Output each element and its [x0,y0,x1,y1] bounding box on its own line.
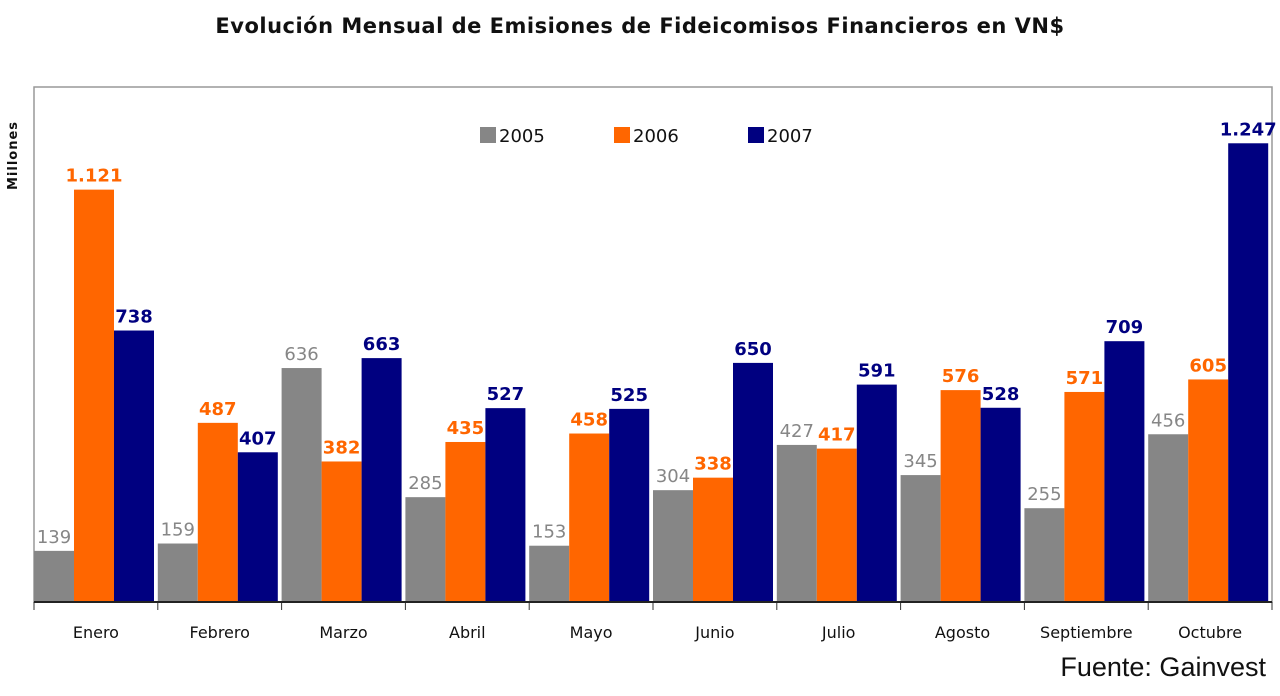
data-label: 487 [199,399,237,420]
bar-2005-julio [776,444,817,602]
data-label: 456 [1151,410,1185,431]
bar-2006-enero [74,189,114,602]
x-tick-label: Julio [821,623,856,642]
data-label: 458 [570,410,608,431]
chart-title: Evolución Mensual de Emisiones de Fideic… [215,14,1065,38]
bar-2006-octubre [1188,379,1229,602]
bar-2007-mayo [609,408,650,602]
data-label: 139 [37,527,71,548]
data-label: 571 [1066,368,1104,389]
bar-2007-junio [733,362,773,602]
data-label: 709 [1106,317,1144,338]
bar-2005-febrero [157,543,198,602]
bar-2006-julio [816,448,857,602]
bar-2007-marzo [361,358,402,602]
data-label: 153 [532,522,566,543]
bar-2005-septiembre [1024,508,1065,602]
bar-2006-septiembre [1064,391,1105,602]
data-label: 345 [903,451,937,472]
bar-2007-agosto [980,407,1021,602]
data-label: 738 [115,307,153,328]
x-tick-label: Junio [694,623,734,642]
bar-2005-enero [34,550,74,602]
bar-2007-enero [114,330,154,602]
legend-label-2007: 2007 [767,126,813,147]
bar-2007-julio [856,384,897,602]
data-label: 407 [239,428,277,449]
data-label: 285 [408,473,442,494]
data-label: 338 [694,454,732,475]
x-tick-label: Marzo [319,623,367,642]
data-label: 663 [363,334,401,355]
data-label: 255 [1027,484,1061,505]
bar-2006-marzo [321,461,362,602]
data-label: 159 [161,520,195,541]
data-label: 650 [734,339,772,360]
bar-2005-marzo [281,368,322,602]
bar-2007-febrero [237,452,278,602]
bar-2007-septiembre [1104,341,1145,602]
data-label: 417 [818,425,856,446]
x-tick-label: Septiembre [1040,623,1133,642]
data-label: 527 [487,384,525,405]
source-note: Fuente: Gainvest [1060,652,1266,682]
data-label: 304 [656,466,690,487]
bar-2007-abril [485,408,526,602]
data-label: 525 [610,385,648,406]
bar-2005-agosto [900,475,941,602]
data-label: 427 [780,421,814,442]
legend-swatch-2007 [748,127,764,143]
x-tick-label: Octubre [1178,623,1242,642]
bar-2006-febrero [197,422,238,602]
data-label: 1.247 [1220,119,1277,140]
bar-2006-mayo [569,433,610,602]
bar-2005-junio [653,490,693,602]
bar-2006-junio [693,477,733,602]
x-tick-label: Abril [449,623,486,642]
data-label: 382 [323,437,361,458]
data-label: 605 [1189,355,1227,376]
data-label: 576 [942,366,980,387]
bar-2005-octubre [1148,434,1189,602]
x-tick-label: Agosto [935,623,990,642]
bar-2005-mayo [529,545,570,602]
x-tick-label: Febrero [189,623,249,642]
data-label: 435 [447,418,485,439]
legend-swatch-2006 [614,127,630,143]
x-tick-label: Enero [73,623,119,642]
bar-2006-abril [445,441,486,602]
bar-2007-octubre [1228,143,1269,602]
data-label: 636 [284,344,318,365]
x-tick-label: Mayo [570,623,613,642]
bar-2006-agosto [940,390,981,602]
data-label: 1.121 [66,166,123,187]
data-label: 528 [982,384,1020,405]
legend-label-2006: 2006 [633,126,679,147]
legend-swatch-2005 [480,127,496,143]
bar-2005-abril [405,497,446,602]
legend-label-2005: 2005 [499,126,545,147]
data-label: 591 [858,361,896,382]
